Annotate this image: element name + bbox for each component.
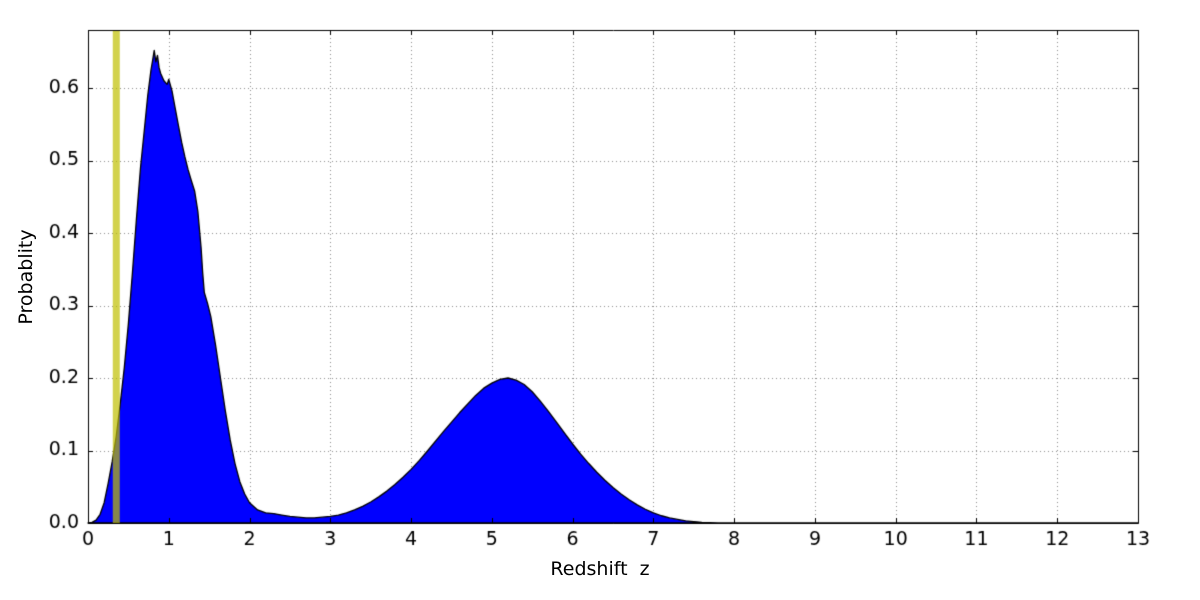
- y-axis-label: Probablity: [15, 229, 37, 325]
- x-axis-label: Redshift z: [550, 558, 650, 580]
